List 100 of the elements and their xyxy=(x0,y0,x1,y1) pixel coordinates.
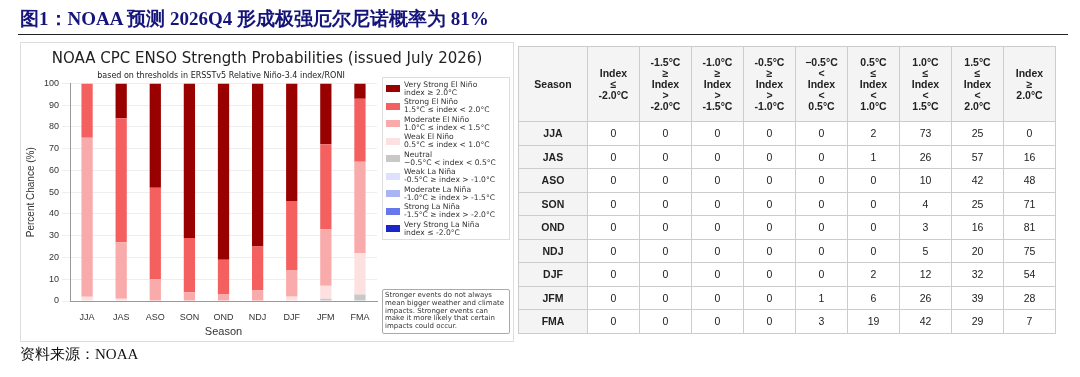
data-label: 4 xyxy=(899,192,952,216)
data-label: 0 xyxy=(743,286,796,310)
y-tick-label: NDJ xyxy=(518,239,588,263)
data-label: 0 xyxy=(743,239,796,263)
y-tick-label: 80 xyxy=(49,121,60,132)
data-label: 42 xyxy=(951,168,1004,192)
bar xyxy=(320,144,332,230)
data-label: 2 xyxy=(847,262,900,286)
data-label: 0 xyxy=(691,168,744,192)
data-label: 7 xyxy=(1003,309,1056,333)
x-tick-label: -0.5°C ≥ Index > -1.0°C xyxy=(743,46,796,122)
data-label: 0 xyxy=(587,145,640,169)
bar xyxy=(286,296,298,301)
data-label: 5 xyxy=(899,239,952,263)
data-label: 0 xyxy=(587,215,640,239)
data-label: 0 xyxy=(795,121,848,145)
data-label: 10 xyxy=(899,168,952,192)
x-tick-label: NDJ xyxy=(248,311,267,322)
data-label: 81 xyxy=(1003,215,1056,239)
data-label: 0 xyxy=(743,262,796,286)
data-label: 0 xyxy=(587,309,640,333)
data-label: 0 xyxy=(691,262,744,286)
bar xyxy=(354,83,366,99)
y-tick-label: DJF xyxy=(518,262,588,286)
bar xyxy=(149,279,161,301)
bar xyxy=(354,98,366,162)
bar xyxy=(115,242,127,299)
y-tick-label: ASO xyxy=(518,168,588,192)
data-label: 0 xyxy=(847,192,900,216)
data-label: 0 xyxy=(639,121,692,145)
bar xyxy=(251,83,264,247)
y-tick-label: 70 xyxy=(49,143,60,154)
y-tick-label: OND xyxy=(518,215,588,239)
y-tick-label: 10 xyxy=(49,273,60,284)
data-label: 0 xyxy=(587,262,640,286)
chart-title: 图1：NOAA 预测 2026Q4 形成极强厄尔尼诺概率为 81% xyxy=(20,7,489,31)
data-label: 0 xyxy=(587,168,640,192)
x-tick-label: JAS xyxy=(112,311,130,322)
data-label: 71 xyxy=(1003,192,1056,216)
data-label: 1 xyxy=(847,145,900,169)
bar xyxy=(183,83,196,238)
y-axis-title: Percent Chance (%) xyxy=(24,147,36,238)
data-label: 28 xyxy=(1003,286,1056,310)
data-label: 0 xyxy=(691,121,744,145)
y-tick-label: 40 xyxy=(49,208,60,219)
data-label: 0 xyxy=(691,239,744,263)
y-tick-label: 0 xyxy=(54,295,60,306)
data-label: 32 xyxy=(951,262,1004,286)
data-label: 0 xyxy=(639,168,692,192)
data-label: 0 xyxy=(743,192,796,216)
data-label: 0 xyxy=(795,145,848,169)
data-label: 0 xyxy=(743,145,796,169)
bar xyxy=(81,296,93,301)
bar xyxy=(354,161,366,254)
data-label: 0 xyxy=(743,168,796,192)
data-label: 3 xyxy=(795,309,848,333)
bar xyxy=(217,294,230,301)
data-label: 0 xyxy=(795,215,848,239)
x-tick-label: DJF xyxy=(283,311,301,322)
data-label: 0 xyxy=(639,262,692,286)
data-label: 0 xyxy=(639,215,692,239)
x-tick-label: JFM xyxy=(317,311,335,322)
data-label: 0 xyxy=(691,215,744,239)
y-tick-label: 30 xyxy=(49,230,60,241)
data-label: 0 xyxy=(587,121,640,145)
data-label: 3 xyxy=(899,215,952,239)
bar xyxy=(320,229,332,286)
x-tick-label: 1.0°C ≤ Index < 1.5°C xyxy=(899,46,952,122)
bar xyxy=(217,259,230,295)
data-label: 6 xyxy=(847,286,900,310)
bar xyxy=(320,83,332,145)
bar xyxy=(320,285,332,299)
x-tick-label: JJA xyxy=(79,311,95,322)
y-tick-label: JJA xyxy=(518,121,588,145)
data-label: 0 xyxy=(691,192,744,216)
data-label: 0 xyxy=(691,286,744,310)
chart-subtitle: NOAA CPC ENSO Strength Probabilities (issued July 2026) xyxy=(50,49,484,67)
data-label: 0 xyxy=(743,309,796,333)
data-label: 54 xyxy=(1003,262,1056,286)
y-axis-title: Season xyxy=(518,46,588,122)
data-label: 0 xyxy=(639,145,692,169)
bar xyxy=(115,118,127,243)
data-label: 39 xyxy=(951,286,1004,310)
data-label: 16 xyxy=(1003,145,1056,169)
data-label: 0 xyxy=(847,215,900,239)
bar xyxy=(81,137,93,297)
data-label: 12 xyxy=(899,262,952,286)
data-label: 0 xyxy=(691,145,744,169)
y-tick-label: 90 xyxy=(49,99,60,110)
data-label: 25 xyxy=(951,192,1004,216)
data-label: 0 xyxy=(795,168,848,192)
data-label: 42 xyxy=(899,309,952,333)
x-tick-label: ASO xyxy=(145,311,165,322)
bar xyxy=(217,83,230,260)
x-tick-label: -1.5°C ≥ Index > -2.0°C xyxy=(639,46,692,122)
bar xyxy=(354,253,366,295)
bar xyxy=(354,294,366,301)
x-tick-label: -1.0°C ≥ Index > -1.5°C xyxy=(691,46,744,122)
x-tick-label: SON xyxy=(179,311,200,322)
data-label: 0 xyxy=(795,192,848,216)
